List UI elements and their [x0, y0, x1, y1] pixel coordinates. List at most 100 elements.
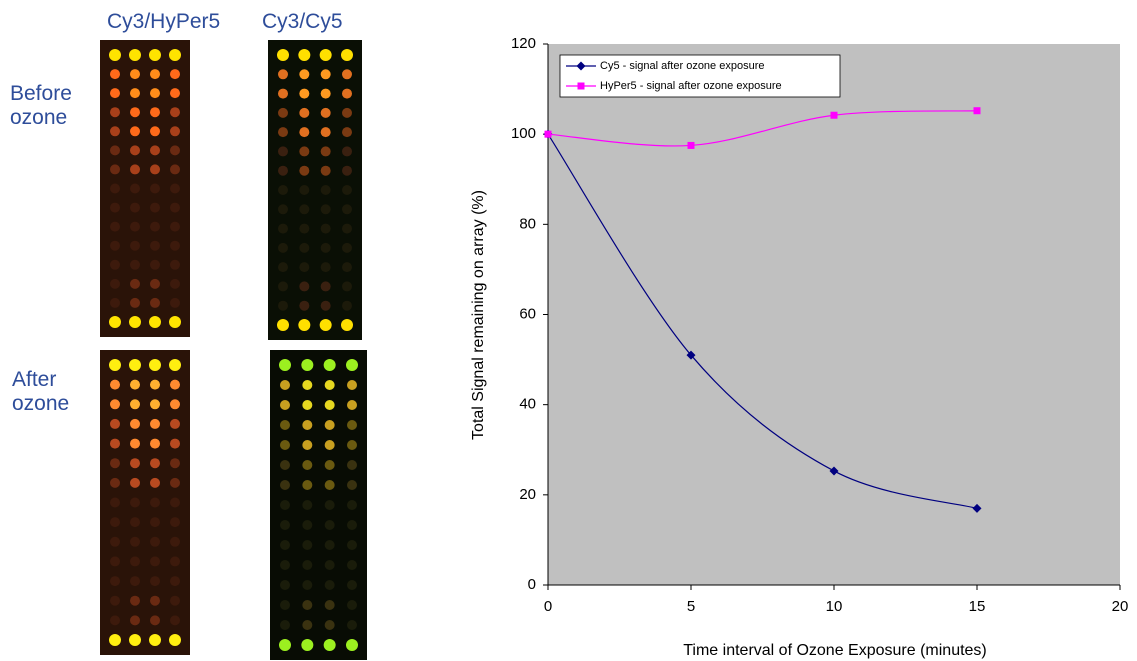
array-spot — [323, 639, 336, 651]
array-spot — [280, 600, 290, 610]
array-spot — [170, 183, 180, 194]
array-spot — [109, 359, 121, 371]
array-spot — [342, 165, 352, 176]
x-tick-label: 15 — [969, 598, 986, 615]
array-spot — [110, 615, 120, 626]
array-spot — [280, 580, 290, 590]
array-spot — [110, 399, 120, 410]
array-spot — [130, 183, 140, 194]
array-spot — [149, 634, 161, 646]
array-spot — [110, 556, 120, 567]
array-spot — [170, 69, 180, 80]
array-spot — [278, 223, 288, 234]
array-spot — [170, 145, 180, 156]
array-spot — [149, 49, 161, 61]
array-spot — [299, 88, 310, 99]
array-spot — [280, 500, 290, 510]
array-spot — [280, 460, 290, 470]
array-spot — [170, 297, 180, 308]
array-spot — [324, 600, 335, 610]
array-spot — [320, 69, 331, 80]
array-spot — [302, 500, 313, 510]
array-spot — [110, 576, 120, 587]
array-spot — [170, 126, 180, 137]
array-spot — [150, 576, 160, 587]
array-spot — [323, 359, 336, 371]
array-spot — [110, 497, 120, 508]
array-spot — [130, 399, 140, 410]
array-spot — [347, 580, 357, 590]
array-spot — [130, 517, 140, 528]
legend-marker — [577, 82, 585, 90]
array-spot — [169, 49, 181, 61]
array-spot — [301, 359, 314, 371]
array-spot — [302, 560, 313, 570]
x-tick-label: 5 — [687, 598, 695, 615]
y-axis-title: Total Signal remaining on array (%) — [470, 190, 487, 440]
array-spot — [130, 536, 140, 547]
array-spot — [319, 319, 332, 331]
array-spot — [170, 418, 180, 429]
array-spot — [149, 316, 161, 328]
array-spot — [302, 380, 313, 390]
array-spot — [130, 458, 140, 469]
array-spot — [110, 517, 120, 528]
array-spot — [299, 69, 310, 80]
array-spot — [110, 88, 120, 99]
array-spot — [342, 185, 352, 195]
array-spot — [320, 223, 331, 234]
array-spot — [170, 576, 180, 587]
array-spot — [319, 49, 332, 61]
array-spot — [320, 262, 331, 273]
array-spot — [130, 438, 140, 449]
array-spot — [299, 300, 310, 311]
array-spot — [130, 595, 140, 606]
array-spot — [150, 556, 160, 567]
array-spot — [169, 359, 181, 371]
array-spot — [341, 49, 353, 61]
array-spot — [320, 88, 331, 99]
data-point — [830, 111, 838, 119]
array-spot — [277, 49, 289, 61]
array-spot — [110, 107, 120, 118]
array-spot — [130, 164, 140, 175]
y-tick-label: 20 — [519, 486, 536, 503]
array-spot — [278, 88, 288, 99]
array-spot — [150, 477, 160, 488]
array-spot — [110, 418, 120, 429]
array-spot — [150, 240, 160, 251]
array-spot — [150, 399, 160, 410]
array-spot — [170, 399, 180, 410]
array-spot — [170, 517, 180, 528]
array-spot — [324, 460, 335, 470]
series-line — [547, 110, 978, 147]
array-spot — [302, 580, 313, 590]
array-spot — [150, 278, 160, 289]
array-spot — [324, 480, 335, 490]
array-spot — [170, 556, 180, 567]
array-spot — [170, 477, 180, 488]
y-tick-label: 80 — [519, 215, 536, 232]
array-spot — [342, 262, 352, 273]
array-spot — [110, 477, 120, 488]
array-spot — [130, 615, 140, 626]
array-spot — [280, 480, 290, 490]
array-spot — [170, 88, 180, 99]
array-spot — [278, 262, 288, 273]
array-spot — [346, 639, 358, 651]
array-spot — [110, 536, 120, 547]
column-label: Cy3/HyPer5 — [107, 10, 221, 33]
array-spot — [320, 204, 331, 215]
array-spot — [299, 165, 310, 176]
array-spot — [110, 126, 120, 137]
array-images — [100, 40, 367, 660]
array-spot — [130, 297, 140, 308]
array-spot — [130, 107, 140, 118]
array-spot — [278, 107, 288, 118]
array-spot — [110, 438, 120, 449]
array-spot — [150, 536, 160, 547]
array-spot — [150, 497, 160, 508]
y-tick-label: 0 — [528, 576, 536, 593]
array-spot — [150, 126, 160, 137]
array-spot — [150, 418, 160, 429]
